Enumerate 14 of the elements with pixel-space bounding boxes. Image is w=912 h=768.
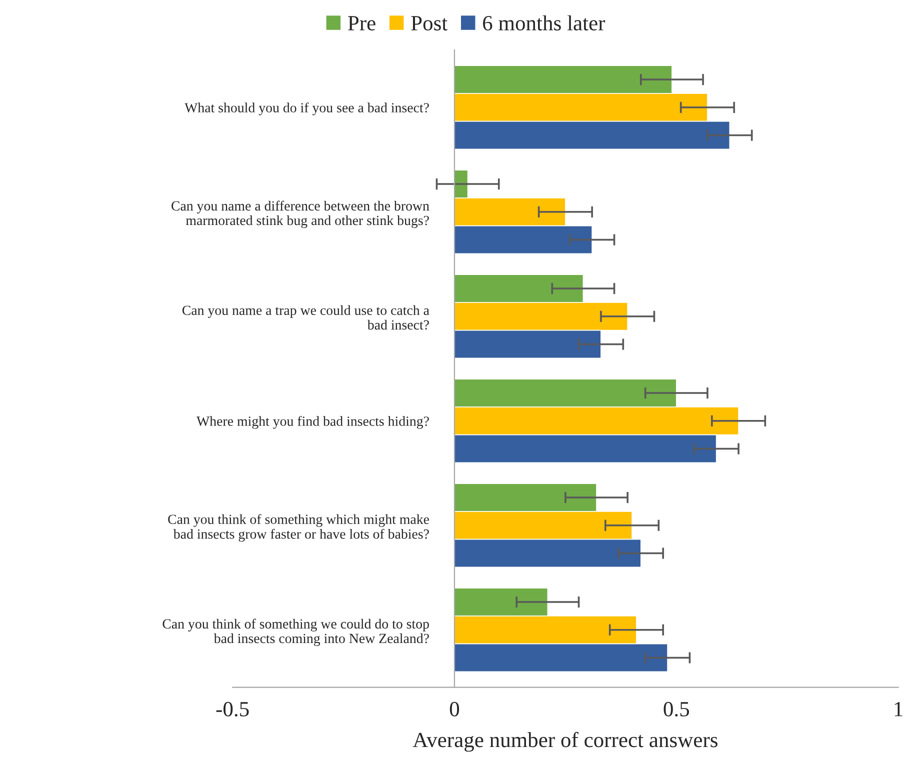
y-tick-label: Where might you find bad insects hiding?	[196, 416, 429, 429]
legend-label: 6 months later	[483, 15, 606, 30]
x-tick-label: 0.5	[664, 702, 690, 716]
y-tick-label: Can you name a trap we could use to catch a bad insect?	[182, 305, 430, 330]
y-tick-label: What should you do if you see a bad insect?	[184, 102, 429, 116]
x-axis-title: Average number of correct answers	[412, 732, 718, 752]
x-tick-label: -0.5	[216, 702, 249, 716]
legend-label: Post	[411, 16, 448, 30]
y-tick-label: Can you think of something we could do to stop bad insects coming into New Zealand?	[162, 618, 429, 646]
x-tick-label: 0	[450, 702, 460, 716]
y-tick-label: Can you name a difference between the brown marmorated stink bug and other stink bugs?	[172, 200, 430, 228]
x-tick-label: 1	[894, 702, 902, 716]
legend-label: Pre	[348, 16, 376, 30]
y-tick-label: Can you think of something which might make bad insects grow faster or have lots of babies?	[168, 514, 429, 542]
